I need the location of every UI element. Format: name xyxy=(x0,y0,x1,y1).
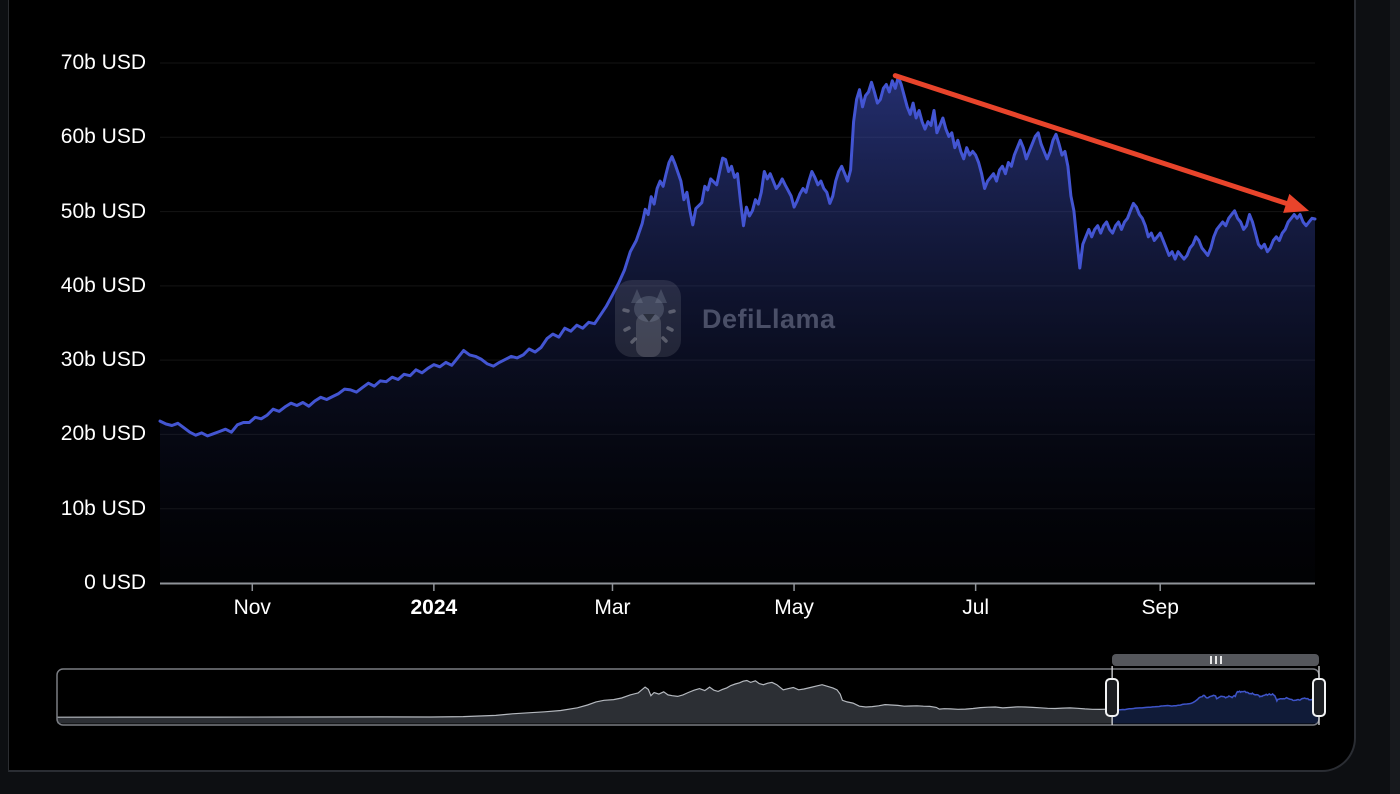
x-axis-label: Mar xyxy=(594,596,631,619)
y-axis-label: 40b USD xyxy=(60,273,146,297)
x-axis-label: Nov xyxy=(233,596,271,619)
y-axis-label: 30b USD xyxy=(60,348,146,372)
y-axis-label: 0 USD xyxy=(84,571,146,594)
y-axis-label: 10b USD xyxy=(60,496,146,520)
y-axis-label: 20b USD xyxy=(60,422,146,446)
x-axis-label: 2024 xyxy=(410,596,458,619)
brush-grip-icon xyxy=(1209,656,1212,664)
brush-handle-right[interactable] xyxy=(1312,678,1326,717)
y-axis-label: 70b USD xyxy=(60,51,146,74)
y-axis-label: 50b USD xyxy=(60,199,146,223)
brush-grip-icon xyxy=(1214,656,1217,664)
brush-handle-left[interactable] xyxy=(1105,678,1120,717)
page-right-edge xyxy=(1390,0,1400,794)
x-axis-label: Jul xyxy=(962,596,990,619)
x-axis-label: Sep xyxy=(1141,596,1179,619)
brush-grip-icon xyxy=(1219,656,1222,664)
x-axis-label: May xyxy=(774,596,814,619)
y-axis-label: 60b USD xyxy=(60,125,146,149)
brush-drag-bar[interactable] xyxy=(1112,654,1319,666)
